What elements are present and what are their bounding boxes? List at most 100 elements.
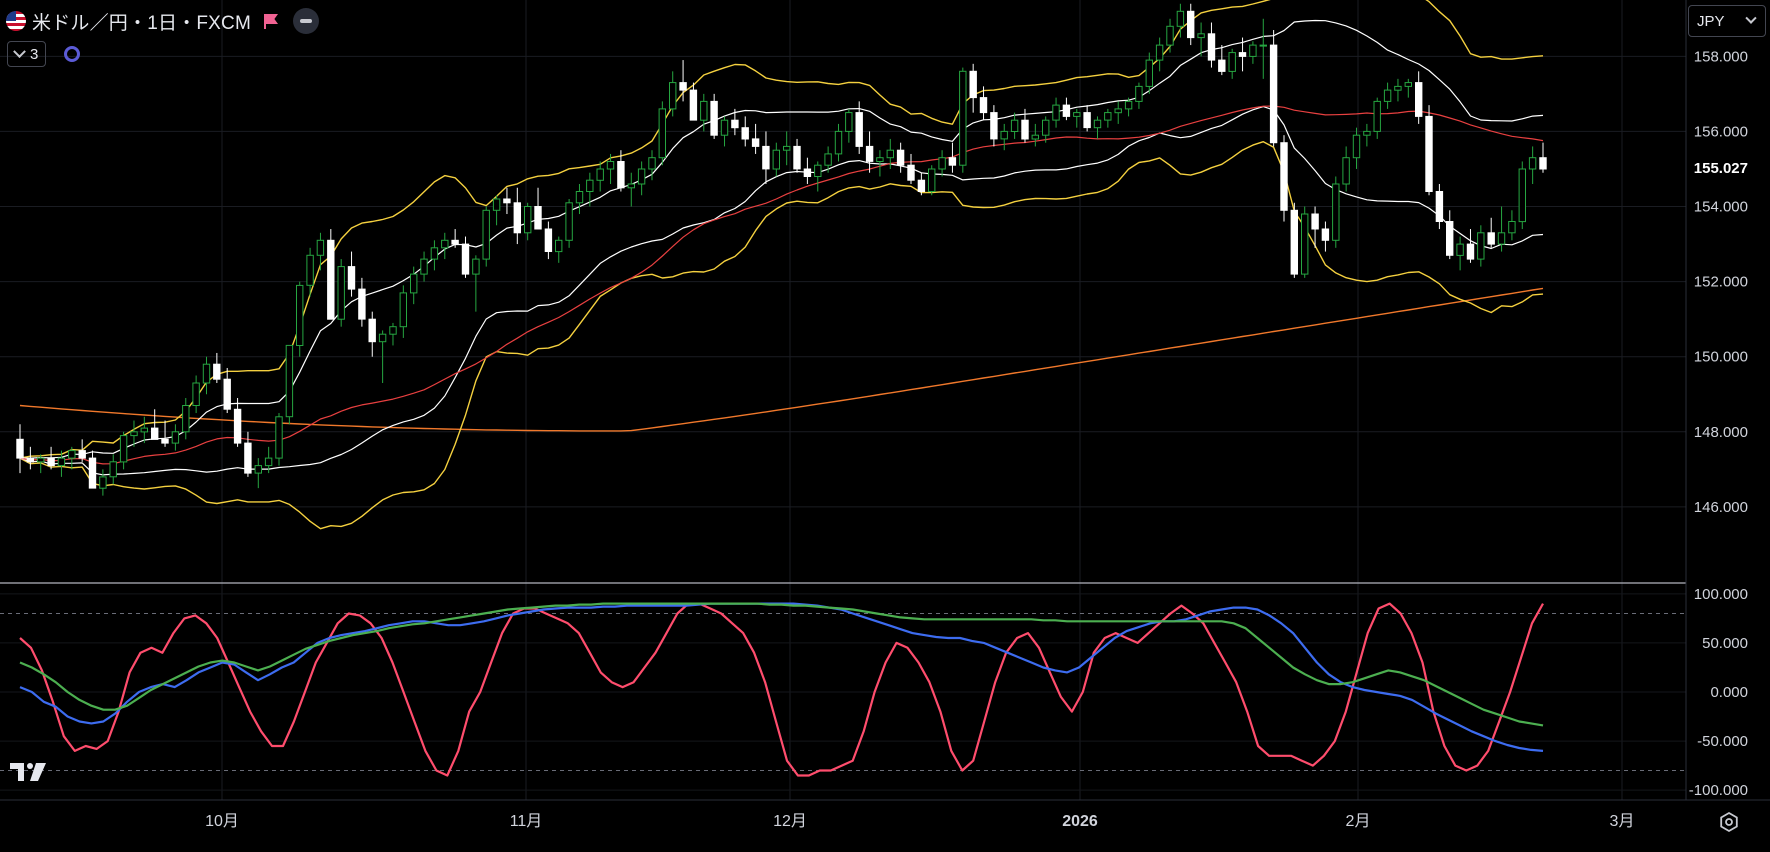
candle-body [524,206,532,234]
candle-body [1290,209,1298,275]
candle-body [751,138,760,147]
candle-body [1176,10,1185,27]
candle-body [472,258,480,275]
candle-body [26,457,35,463]
y-tick-label: 158.000 [1694,48,1748,65]
candle-body [969,70,977,99]
symbol-header[interactable]: 米ドル／円・1日・FXCM [6,6,319,36]
x-tick-label: 2月 [1346,813,1371,830]
candle-body [213,363,221,380]
candle-body [1145,59,1153,87]
candle-body [928,168,936,192]
osc-y-tick-label: -100.000 [1689,782,1748,799]
bollinger-upper-line [19,0,1544,459]
candle-body [710,100,718,136]
y-tick-label: 156.000 [1694,123,1748,140]
candle-body [1508,221,1516,234]
candle-body [1249,44,1257,57]
oscillator-s-line [19,602,1544,727]
candle-body [1415,82,1423,117]
candle-body [979,97,988,114]
settings-gear-icon[interactable] [1718,811,1740,833]
candle-body [637,168,646,185]
candle-body [1435,191,1444,222]
candle-body [130,431,138,437]
candle-body [658,108,666,159]
candle-body [689,89,698,121]
candle-body [586,179,594,192]
candle-body [1539,157,1547,170]
candle-body [1073,112,1081,117]
candle-body [140,427,149,433]
candle-body [1518,168,1526,223]
candle-body [1477,232,1485,260]
x-tick-label: 12月 [773,813,807,830]
candle-body [410,273,418,294]
candle-body [461,243,470,275]
collapse-button[interactable] [293,8,319,34]
candle-body [865,145,874,162]
sync-icon[interactable] [64,46,81,62]
symbol-title[interactable]: 米ドル／円・1日・FXCM [32,12,251,34]
candle-body [617,161,625,189]
candle-body [803,168,812,177]
candle-body [119,435,128,463]
candle-body [1021,119,1029,140]
candle-body [1104,112,1112,121]
candle-body [358,288,366,320]
candle-body [513,202,521,234]
osc-y-tick-label: -50.000 [1697,733,1748,750]
currency-select[interactable]: JPY [1688,5,1766,37]
candle-body [389,326,397,335]
candle-body [1259,44,1267,47]
candle-body [223,378,231,410]
candle-body [565,202,573,241]
candle-body [1083,112,1091,129]
price-axis [1686,0,1770,847]
candle-body [1404,82,1412,87]
chevron-down-icon [13,44,26,58]
flag-marker-icon[interactable] [263,13,279,29]
candle-body [88,457,97,489]
oscillator-k-line [19,602,1544,777]
candle-body [1497,232,1506,245]
candle-body [1466,243,1475,260]
candle-body [182,405,190,433]
candle-body [855,112,863,147]
candle-body [679,82,687,91]
candle-body [1311,213,1319,230]
candle-body [876,157,884,162]
y-tick-label: 152.000 [1694,274,1748,291]
candle-body [1062,104,1071,117]
candle-body [1238,52,1247,57]
x-tick-label: 10月 [205,813,239,830]
candle-body [1269,44,1278,144]
candle-body [1166,25,1174,46]
candle-body [814,164,822,177]
candle-body [441,239,449,249]
candle-body [285,344,294,418]
candle-body [1155,44,1164,61]
candle-body [534,206,542,230]
indicator-toggle-button[interactable]: 3 [7,41,47,67]
candle-body [327,239,335,320]
candle-body [783,145,791,151]
candle-body [264,457,273,467]
candle-body [306,254,314,286]
oscillator-d-line [19,602,1544,752]
osc-y-tick-label: 100.000 [1694,586,1748,603]
candle-body [244,442,252,474]
candle-body [627,183,635,189]
candle-body [202,363,211,384]
candle-body [1394,85,1402,91]
candle-body [1052,104,1060,121]
candle-body [1218,59,1226,72]
candle-body [316,239,325,256]
currency-label: JPY [1697,12,1725,30]
candle-body [420,258,428,275]
candle-body [1280,142,1288,211]
candle-body [834,130,843,155]
candle-body [1528,157,1537,170]
x-tick-label: 2026 [1062,813,1098,830]
